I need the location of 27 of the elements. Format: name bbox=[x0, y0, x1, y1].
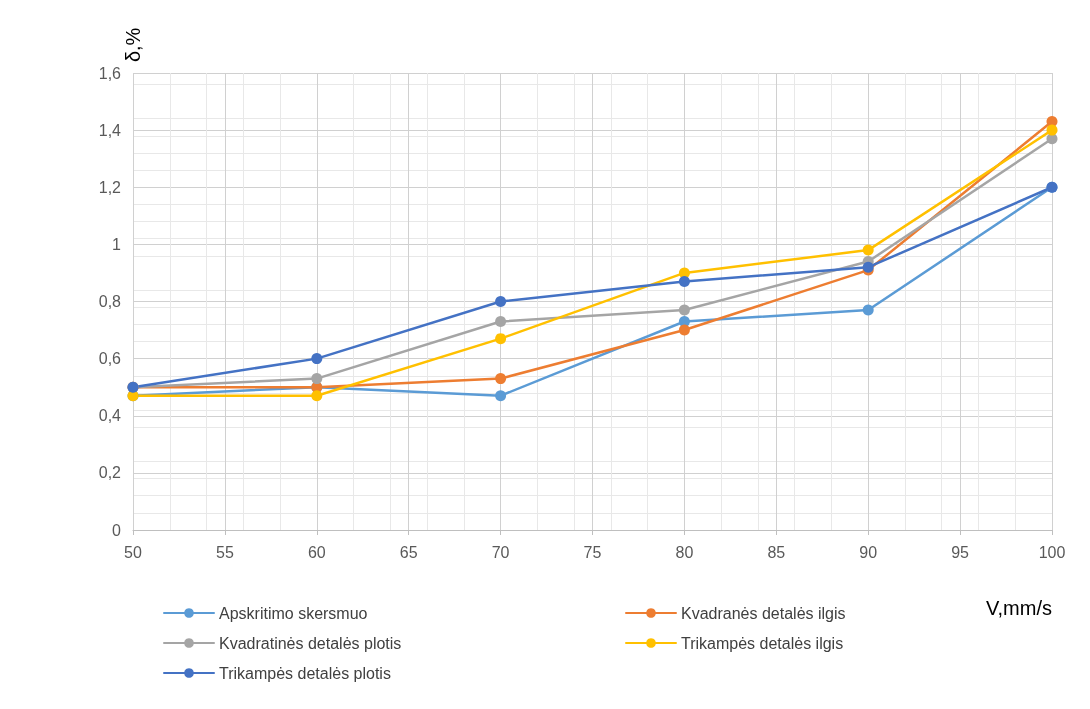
x-tick-label: 65 bbox=[399, 543, 418, 561]
x-tick-label: 75 bbox=[583, 543, 602, 561]
legend-label: Kvadratinės detalės plotis bbox=[219, 634, 402, 652]
x-tick-label: 85 bbox=[767, 543, 786, 561]
y-tick-label: 1,4 bbox=[98, 121, 122, 139]
x-tick-label: 95 bbox=[951, 543, 970, 561]
y-axis-title: δ,% bbox=[122, 27, 144, 63]
x-axis-title: V,mm/s bbox=[986, 597, 1052, 619]
y-tick-label: 0,4 bbox=[98, 407, 122, 425]
y-tick-label: 1,6 bbox=[98, 64, 122, 82]
legend-label: Trikampės detalės plotis bbox=[219, 664, 391, 682]
x-tick-label: 70 bbox=[491, 543, 510, 561]
x-tick-label: 80 bbox=[675, 543, 694, 561]
legend-label: Trikampės detalės ilgis bbox=[681, 634, 844, 652]
legend-label: Apskritimo skersmuo bbox=[219, 604, 368, 622]
x-tick-label: 50 bbox=[124, 543, 142, 561]
x-tick-label: 100 bbox=[1038, 543, 1066, 561]
y-tick-label: 0,8 bbox=[98, 293, 122, 310]
legend-label: Kvadranės detalės ilgis bbox=[681, 604, 846, 622]
x-tick-label: 90 bbox=[859, 543, 878, 561]
x-tick-label: 60 bbox=[307, 543, 326, 561]
x-tick-label: 55 bbox=[216, 543, 234, 561]
y-tick-label: 1,2 bbox=[98, 178, 122, 196]
y-tick-label: 0 bbox=[112, 521, 122, 539]
y-tick-label: 0,6 bbox=[98, 350, 122, 368]
y-tick-label: 1 bbox=[112, 235, 122, 253]
y-tick-label: 0,2 bbox=[98, 464, 122, 482]
